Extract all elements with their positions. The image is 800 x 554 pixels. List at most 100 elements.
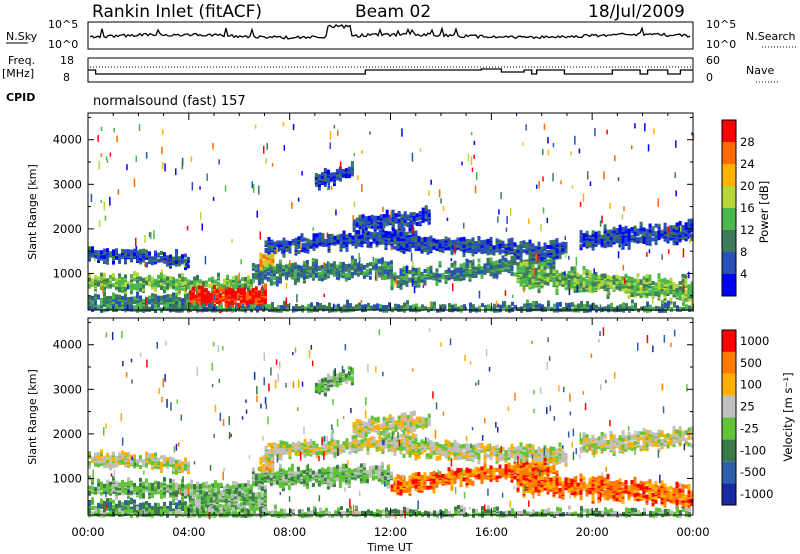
power-cell [375, 239, 379, 244]
power-cell [369, 231, 373, 236]
power-cell [151, 293, 154, 298]
power-speckle [570, 151, 572, 156]
power-speckle [296, 294, 298, 303]
velocity-cell [139, 494, 142, 499]
power-cell [196, 274, 199, 279]
power-cell [394, 217, 398, 221]
power-cell [663, 294, 667, 298]
power-cell [582, 233, 586, 238]
power-cell [278, 279, 282, 284]
power-cell [660, 287, 664, 292]
power-cell [486, 261, 490, 266]
power-cell [212, 303, 216, 308]
power-cell [293, 262, 297, 267]
power-cell [380, 274, 384, 279]
power-cell [370, 214, 374, 219]
power-speckle [568, 255, 570, 260]
power-cell [549, 263, 553, 268]
power-cell [408, 237, 412, 241]
power-cell [486, 243, 490, 248]
power-cell [585, 284, 589, 289]
power-cell [385, 305, 388, 309]
power-cell [197, 285, 201, 290]
power-cell [564, 283, 568, 288]
power-cell [519, 244, 523, 249]
power-cell [649, 307, 652, 312]
power-cell [361, 218, 365, 223]
freq-tick-bottom: 8 [63, 71, 70, 84]
power-cell [124, 260, 127, 265]
power-cell [306, 246, 310, 250]
power-cell [543, 252, 547, 257]
power-cell [573, 271, 577, 276]
power-cell [535, 306, 538, 310]
power-speckle [104, 215, 107, 221]
power-cell [438, 273, 442, 278]
power-speckle [599, 220, 602, 227]
power-cell [459, 243, 463, 248]
power-cell [297, 242, 301, 247]
cpid-text: normalsound (fast) 157 [93, 94, 246, 109]
power-cell [588, 237, 592, 242]
power-cell [639, 286, 643, 291]
power-cell [399, 270, 403, 275]
power-cell [615, 274, 619, 279]
power-cell [317, 182, 321, 187]
power-cell [492, 261, 496, 266]
power-cell [438, 244, 442, 249]
power-cell [492, 250, 496, 255]
power-cell [406, 214, 410, 219]
velocity-cell [121, 491, 124, 496]
power-cell [525, 265, 529, 270]
power-cell [436, 308, 439, 313]
power-cell [361, 304, 364, 309]
power-cell [145, 276, 148, 281]
power-cell [239, 299, 243, 304]
power-cell [552, 253, 556, 258]
power-cell [645, 240, 649, 244]
power-cell [312, 244, 316, 249]
power-cell [468, 260, 472, 265]
power-cell [148, 295, 151, 300]
power-cell [543, 270, 547, 275]
power-cell [124, 286, 127, 291]
power-speckle [542, 207, 545, 214]
power-cell [196, 286, 199, 291]
power-cell [378, 233, 382, 238]
power-cell [263, 288, 267, 293]
power-cell [336, 239, 340, 244]
power-speckle [472, 259, 475, 267]
power-speckle [450, 240, 452, 249]
power-cell [390, 278, 394, 283]
power-cell [427, 220, 431, 225]
power-cell [136, 291, 139, 296]
power-cell [88, 283, 91, 288]
velocity-cell [91, 478, 94, 483]
power-cell [282, 237, 286, 242]
power-cell [576, 275, 580, 280]
power-cell [556, 306, 559, 310]
power-cell [299, 265, 303, 270]
power-speckle [647, 144, 650, 152]
power-cell [661, 300, 664, 304]
power-cell [633, 225, 637, 230]
power-cell [582, 236, 586, 241]
power-speckle [395, 277, 398, 285]
power-speckle [265, 158, 267, 164]
power-cell [172, 292, 175, 297]
power-cell [197, 292, 201, 297]
power-cell [645, 289, 649, 294]
power-cell [327, 233, 331, 238]
power-cell [441, 275, 445, 280]
power-cell [654, 223, 658, 228]
power-cell [227, 286, 231, 291]
power-cell [178, 273, 181, 278]
power-cell [516, 254, 520, 259]
power-speckle [691, 132, 693, 136]
power-cell [181, 286, 184, 291]
power-cell [406, 217, 410, 221]
velocity-cell [112, 476, 115, 481]
power-speckle [185, 285, 187, 292]
power-cell [510, 237, 514, 242]
power-cell [97, 250, 100, 255]
